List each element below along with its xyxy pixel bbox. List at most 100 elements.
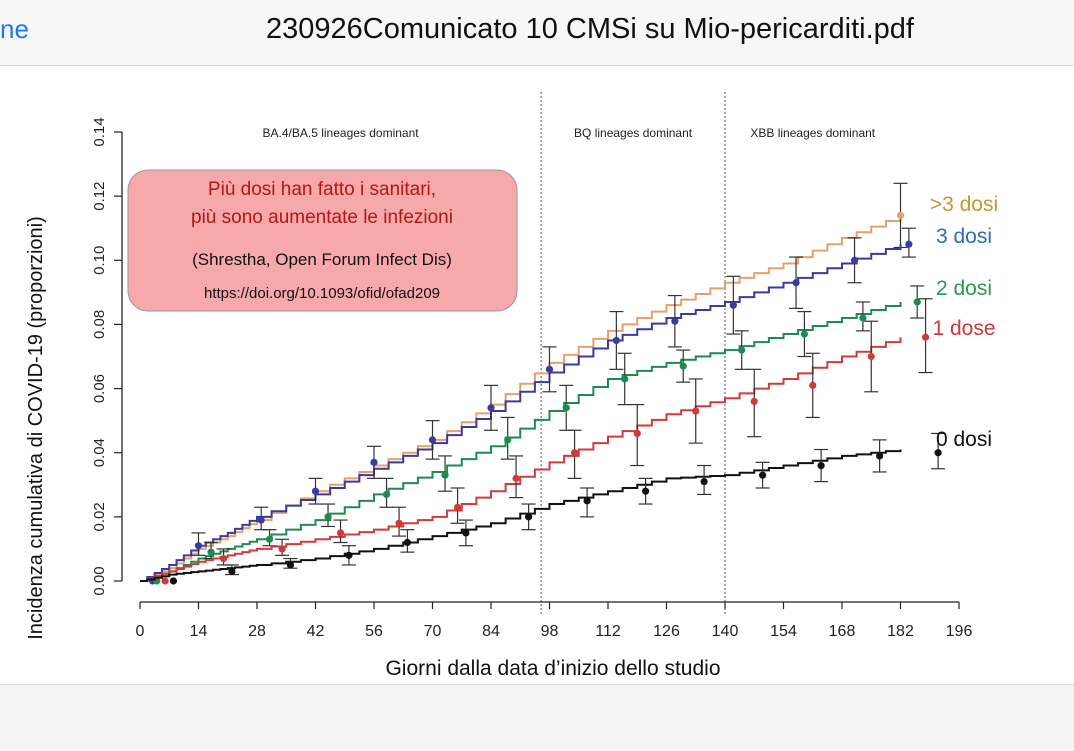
data-point: [512, 474, 520, 482]
data-point: [913, 298, 921, 306]
data-point: [792, 279, 800, 287]
data-point: [194, 542, 203, 550]
pdf-page-content: 0.00 0.02 0.04 0.06 0.08 0.10 0.12 0.14 0 14 28 42 5…: [0, 66, 1074, 684]
data-point: [453, 503, 462, 511]
annotation-citation: (Shrestha, Open Forum Infect Dis): [192, 250, 452, 269]
data-point: [403, 538, 412, 547]
series-label: 2 dosi: [936, 277, 992, 300]
data-point: [382, 490, 391, 499]
data-point: [161, 577, 169, 585]
x-tick-label: 182: [887, 623, 914, 640]
data-point: [395, 519, 403, 527]
data-point: [809, 381, 817, 389]
data-point: [278, 545, 286, 553]
data-point: [921, 333, 930, 341]
data-point: [671, 317, 679, 325]
data-point: [867, 352, 875, 361]
data-point: [504, 436, 512, 444]
x-tick-label: 70: [424, 623, 442, 640]
x-tick-label: 0: [136, 623, 145, 640]
data-point: [738, 346, 746, 354]
data-point: [545, 365, 554, 373]
data-point: [633, 429, 641, 438]
y-tick-label: 0.00: [91, 566, 108, 595]
series-label: 0 dosi: [936, 428, 992, 451]
data-point: [729, 301, 737, 309]
data-point: [487, 404, 495, 412]
annotation-line-1: Più dosi han fatto i sanitari,: [208, 179, 436, 200]
data-point: [228, 567, 236, 575]
data-point: [324, 513, 332, 521]
x-tick-label: 42: [307, 623, 325, 640]
series-label: >3 dosi: [930, 193, 998, 216]
data-point: [692, 407, 700, 415]
x-tick-label: 98: [541, 623, 559, 640]
y-tick-label: 0.04: [91, 438, 108, 467]
y-tick-label: 0.08: [91, 310, 108, 339]
data-point: [934, 449, 942, 457]
data-point: [441, 471, 449, 479]
series-label: 1 dose: [932, 317, 995, 340]
data-point: [759, 471, 767, 479]
period-label: BA.4/BA.5 lineages dominant: [263, 126, 420, 140]
x-tick-label: 196: [946, 623, 973, 640]
data-point: [850, 256, 859, 264]
annotation-box: Più dosi han fatto i sanitari, più sono …: [127, 169, 518, 312]
x-tick-label: 84: [482, 623, 500, 640]
series-line: [140, 449, 902, 582]
annotation-background: [127, 169, 518, 312]
series-line: [140, 301, 902, 582]
data-point: [612, 336, 620, 345]
data-point: [562, 404, 570, 412]
data-point: [219, 554, 228, 563]
data-point: [876, 452, 884, 460]
data-point: [642, 487, 650, 495]
x-tick-label: 14: [190, 623, 208, 640]
y-tick-label: 0.10: [91, 246, 108, 275]
y-axis-label: Incidenza cumulativa di COVID-19 (propor…: [25, 216, 47, 640]
data-point: [265, 535, 274, 543]
annotation-doi: https://doi.org/10.1093/ofid/ofad209: [204, 285, 440, 302]
period-label: XBB lineages dominant: [750, 126, 875, 140]
data-point: [896, 211, 905, 219]
x-tick-label: 112: [595, 623, 621, 640]
annotation-line-2: più sono aumentate le infezioni: [191, 207, 453, 228]
data-point: [345, 551, 353, 559]
data-point: [370, 458, 378, 466]
back-button[interactable]: ne: [0, 14, 29, 44]
data-point: [859, 314, 867, 322]
data-point: [525, 513, 533, 521]
data-point: [621, 375, 629, 383]
x-tick-label: 126: [653, 623, 680, 640]
y-tick-label: 0.06: [91, 374, 108, 403]
data-point: [311, 487, 320, 495]
bottom-toolbar: [0, 684, 1074, 751]
data-point: [462, 529, 470, 537]
data-point: [257, 516, 265, 524]
y-tick-label: 0.12: [91, 182, 108, 211]
data-point: [700, 477, 708, 486]
data-point: [169, 577, 178, 585]
data-point: [428, 436, 437, 444]
x-tick-label: 168: [829, 623, 856, 640]
period-label: BQ lineages dominant: [574, 126, 693, 140]
x-tick-label: 154: [770, 623, 797, 640]
y-tick-label: 0.14: [91, 117, 108, 146]
data-point: [336, 529, 345, 537]
series-line: [140, 337, 902, 582]
x-tick-label: 28: [248, 623, 266, 640]
data-point: [800, 330, 808, 338]
x-axis-label: Giorni dalla data d’inizio dello studio: [385, 657, 720, 680]
data-point: [570, 449, 579, 457]
data-point: [286, 561, 295, 569]
y-tick-label: 0.02: [91, 502, 108, 531]
pdf-title-bar: ne 230926Comunicato 10 CMSi su Mio-peric…: [0, 0, 1074, 66]
chart: 0.00 0.02 0.04 0.06 0.08 0.10 0.12 0.14 0 14 28 42 5…: [25, 92, 998, 680]
data-point: [817, 461, 825, 470]
data-point: [583, 497, 591, 505]
data-point: [679, 362, 687, 370]
data-point: [750, 397, 758, 405]
data-point: [207, 548, 215, 556]
x-tick-label: 56: [365, 623, 383, 640]
data-point: [905, 240, 913, 248]
